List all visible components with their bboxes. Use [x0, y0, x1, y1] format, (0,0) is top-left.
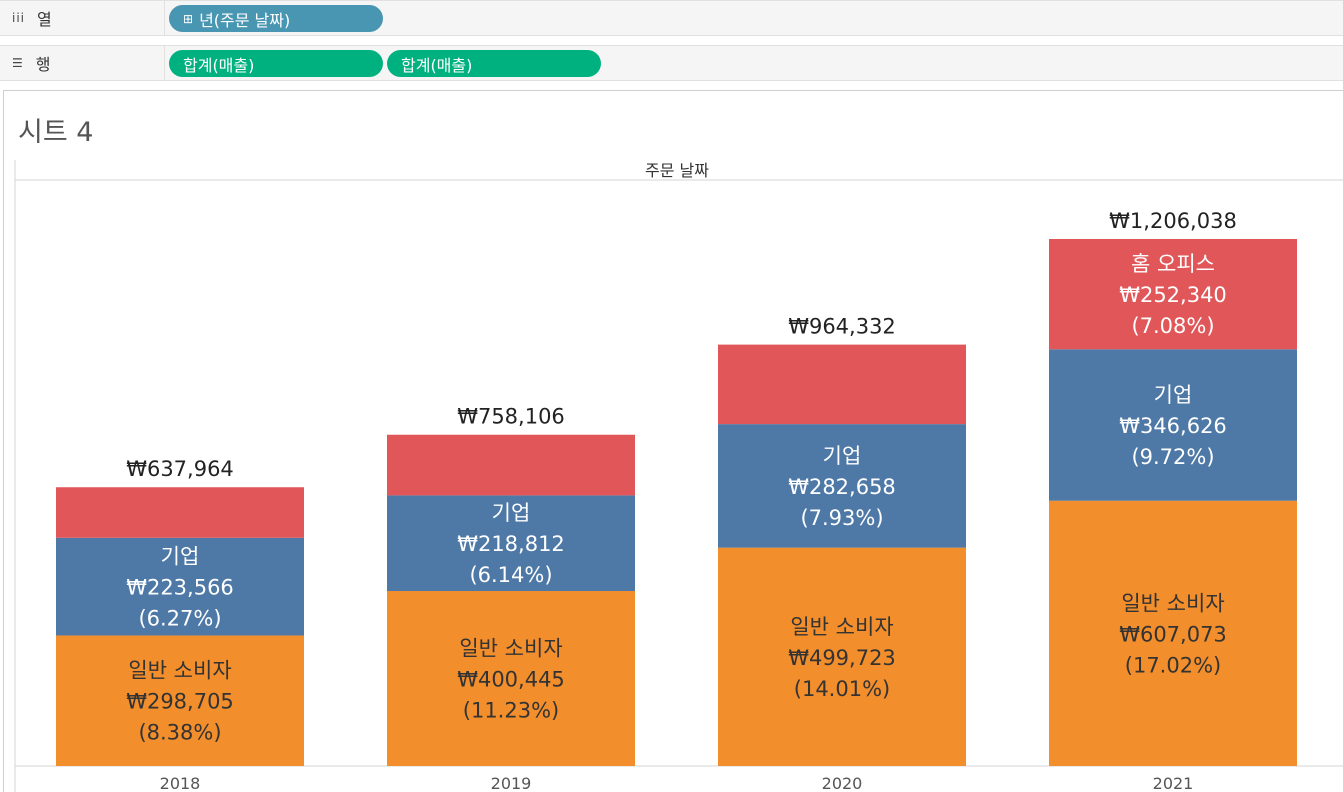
- segment-value-label: ₩282,658: [788, 475, 896, 499]
- segment-name-label: 일반 소비자: [790, 615, 893, 639]
- x-tick-label: 2019: [491, 774, 532, 792]
- columns-shelf-label-area: iii 열: [0, 1, 165, 35]
- segment-name-label: 기업: [1154, 383, 1193, 407]
- row-pill-sales-sum-2[interactable]: 합계(매출): [387, 50, 601, 77]
- segment-value-label: ₩252,340: [1119, 283, 1227, 307]
- bar-segment-2020-2[interactable]: [718, 344, 966, 425]
- segment-percent-label: (17.02%): [1125, 653, 1221, 677]
- segment-percent-label: (7.93%): [800, 506, 883, 530]
- segment-value-label: ₩607,073: [1119, 622, 1227, 646]
- segment-value-label: ₩218,812: [457, 532, 565, 556]
- bar-segment-2019-2[interactable]: [387, 434, 635, 496]
- segment-value-label: ₩298,705: [126, 690, 234, 714]
- row-pill-sales-sum-1[interactable]: 합계(매출): [169, 50, 383, 77]
- segment-name-label: 일반 소비자: [459, 637, 562, 661]
- segment-name-label: 일반 소비자: [1121, 591, 1224, 615]
- x-tick-label: 2020: [822, 774, 863, 792]
- rows-icon: ☰: [12, 56, 24, 70]
- bar-segment-2021-2[interactable]: [1049, 238, 1297, 350]
- rows-shelf: ☰ 행 합계(매출) 합계(매출): [0, 45, 1343, 81]
- bar-total-label: ₩758,106: [457, 405, 565, 429]
- bar-segment-2018-2[interactable]: [56, 487, 304, 538]
- segment-value-label: ₩223,566: [126, 576, 234, 600]
- segment-percent-label: (6.27%): [138, 607, 221, 631]
- columns-icon: iii: [12, 11, 26, 25]
- segment-value-label: ₩499,723: [788, 646, 896, 670]
- expand-plus-icon[interactable]: ⊞: [183, 11, 194, 26]
- bar-segment-2021-1[interactable]: [1049, 349, 1297, 501]
- segment-percent-label: (8.38%): [138, 721, 221, 745]
- segment-name-label: 홈 오피스: [1131, 252, 1215, 276]
- columns-shelf: iii 열 ⊞ 년(주문 날짜): [0, 0, 1343, 36]
- bar-total-label: ₩1,206,038: [1109, 209, 1237, 233]
- segment-name-label: 기업: [161, 545, 200, 569]
- row-pill-label: 합계(매출): [183, 55, 255, 75]
- segment-name-label: 기업: [823, 444, 862, 468]
- sheet-title: 시트 4: [18, 117, 94, 148]
- segment-value-label: ₩400,445: [457, 668, 565, 692]
- rows-shelf-label-area: ☰ 행: [0, 46, 165, 80]
- bar-segment-2019-1[interactable]: [387, 495, 635, 592]
- x-tick-label: 2021: [1153, 774, 1194, 792]
- bar-segment-2018-0[interactable]: [56, 635, 304, 766]
- segment-percent-label: (9.72%): [1131, 445, 1214, 469]
- segment-percent-label: (6.14%): [469, 563, 552, 587]
- column-pill-order-date-year[interactable]: ⊞ 년(주문 날짜): [169, 5, 383, 32]
- bar-segment-2020-0[interactable]: [718, 547, 966, 766]
- rows-shelf-label: 행: [35, 55, 51, 74]
- row-pill-label: 합계(매출): [401, 55, 473, 75]
- segment-name-label: 기업: [492, 501, 531, 525]
- bar-total-label: ₩964,332: [788, 315, 896, 339]
- bar-segment-2018-1[interactable]: [56, 537, 304, 636]
- segment-percent-label: (14.01%): [794, 677, 890, 701]
- bar-segment-2019-0[interactable]: [387, 591, 635, 766]
- segment-percent-label: (7.08%): [1131, 314, 1214, 338]
- bar-total-label: ₩637,964: [126, 457, 234, 481]
- segment-value-label: ₩346,626: [1119, 414, 1227, 438]
- column-header-label: 주문 날짜: [645, 161, 709, 180]
- bar-segment-2020-1[interactable]: [718, 424, 966, 548]
- column-pill-label: 년(주문 날짜): [199, 10, 291, 30]
- columns-shelf-label: 열: [37, 10, 52, 29]
- segment-percent-label: (11.23%): [463, 699, 559, 723]
- x-tick-label: 2018: [160, 774, 201, 792]
- segment-name-label: 일반 소비자: [128, 659, 231, 683]
- bar-segment-2021-0[interactable]: [1049, 500, 1297, 766]
